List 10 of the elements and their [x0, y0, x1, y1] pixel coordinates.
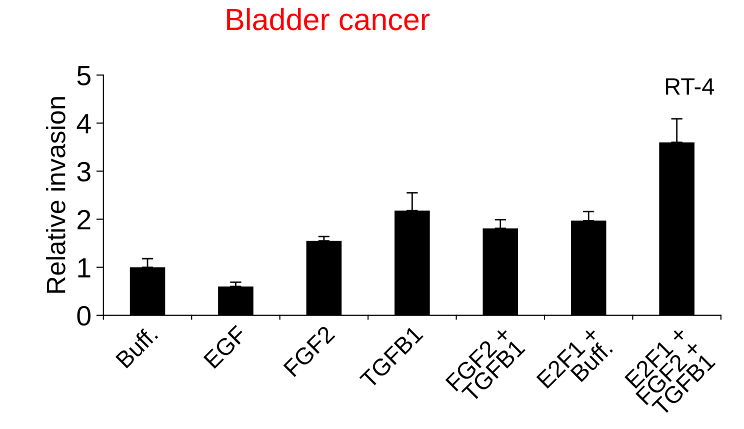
y-tick-label: 0: [77, 306, 91, 326]
x-tick-label: Buff.: [114, 325, 158, 369]
y-tick-label: 2: [78, 210, 90, 230]
y-tick-label: 5: [77, 66, 90, 86]
y-tick-label: 3: [77, 162, 90, 182]
y-tick-label: 1: [78, 258, 90, 278]
y-tick-label: 4: [76, 114, 91, 134]
y-axis-title: Relative invasion: [46, 97, 66, 293]
chart-title: Bladder cancer: [227, 8, 430, 30]
annotation: RT-4: [666, 78, 714, 95]
